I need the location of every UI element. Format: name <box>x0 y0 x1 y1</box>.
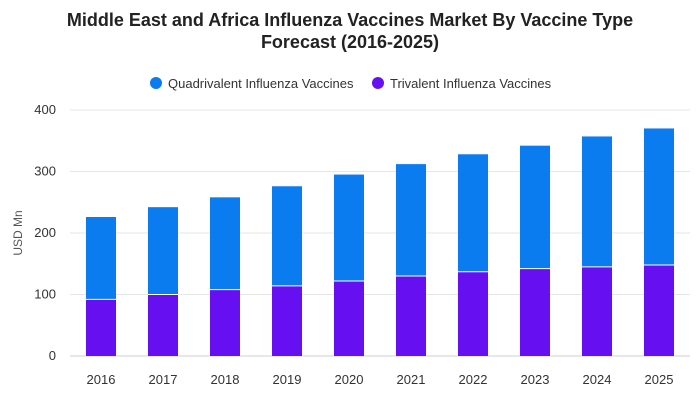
y-axis-ticks: 0 100 200 300 400 <box>34 102 56 363</box>
bar-trivalent-2017 <box>148 294 178 356</box>
bar-quadrivalent-2025 <box>644 128 674 265</box>
bar-quadrivalent-2019 <box>272 186 302 286</box>
y-tick-label: 300 <box>34 164 56 179</box>
bar-trivalent-2019 <box>272 285 302 356</box>
bar-quadrivalent-2018 <box>210 197 240 290</box>
x-tick-label-2022: 2022 <box>459 372 488 387</box>
bar-trivalent-2025 <box>644 264 674 356</box>
bar-quadrivalent-2022 <box>458 154 488 272</box>
x-tick-label-2017: 2017 <box>149 372 178 387</box>
bar-trivalent-2018 <box>210 289 240 356</box>
legend: Quadrivalent Influenza Vaccines Trivalen… <box>150 76 552 91</box>
bar-trivalent-2023 <box>520 268 550 356</box>
legend-marker-quadrivalent <box>150 77 162 89</box>
chart-title-line-2: Forecast (2016-2025) <box>261 32 439 52</box>
bar-trivalent-2022 <box>458 271 488 356</box>
bars <box>86 128 674 356</box>
legend-label-quadrivalent: Quadrivalent Influenza Vaccines <box>168 76 354 91</box>
x-tick-label-2021: 2021 <box>397 372 426 387</box>
bar-quadrivalent-2017 <box>148 207 178 295</box>
x-tick-label-2018: 2018 <box>211 372 240 387</box>
y-tick-label: 0 <box>49 348 56 363</box>
bar-trivalent-2021 <box>396 276 426 356</box>
x-tick-label-2025: 2025 <box>645 372 674 387</box>
bar-quadrivalent-2020 <box>334 174 364 281</box>
bar-trivalent-2016 <box>86 299 116 356</box>
x-tick-label-2020: 2020 <box>335 372 364 387</box>
bar-trivalent-2024 <box>582 266 612 356</box>
x-tick-label-2019: 2019 <box>273 372 302 387</box>
y-tick-label: 100 <box>34 287 56 302</box>
x-axis-ticks: 2016 2017 2018 2019 2020 2021 2022 2023 2024 2025 <box>87 372 674 387</box>
bar-quadrivalent-2024 <box>582 136 612 267</box>
x-tick-label-2016: 2016 <box>87 372 116 387</box>
chart-title-line-1: Middle East and Africa Influenza Vaccine… <box>67 10 633 30</box>
x-tick-label-2024: 2024 <box>583 372 612 387</box>
y-tick-label: 200 <box>34 225 56 240</box>
bar-quadrivalent-2021 <box>396 164 426 277</box>
legend-label-trivalent: Trivalent Influenza Vaccines <box>390 76 552 91</box>
bar-trivalent-2020 <box>334 280 364 356</box>
bar-quadrivalent-2016 <box>86 217 116 300</box>
legend-marker-trivalent <box>372 77 384 89</box>
bar-quadrivalent-2023 <box>520 145 550 269</box>
y-tick-label: 400 <box>34 102 56 117</box>
y-axis-label: USD Mn <box>11 210 25 255</box>
x-tick-label-2023: 2023 <box>521 372 550 387</box>
